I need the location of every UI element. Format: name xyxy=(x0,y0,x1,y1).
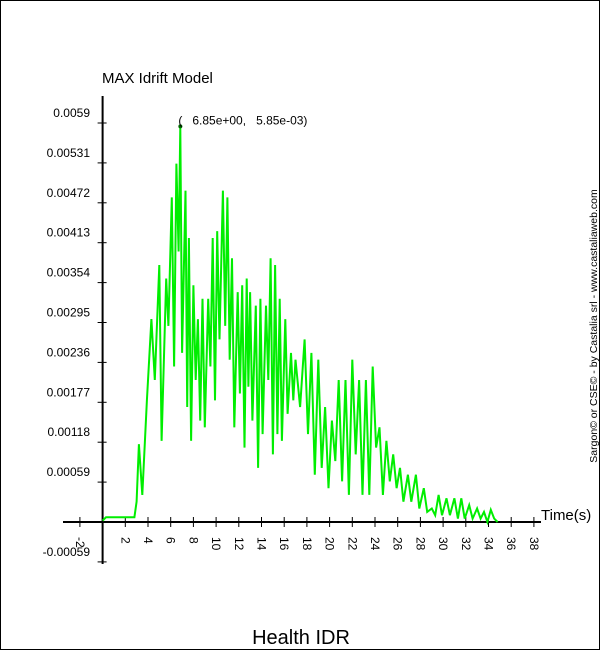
x-tick-label: 20 xyxy=(323,537,337,551)
x-tick-label: 6 xyxy=(164,537,178,544)
y-axis-label: MAX Idrift Model xyxy=(102,70,213,87)
y-tick-label: 0.00118 xyxy=(48,425,91,439)
x-tick-label: -2 xyxy=(73,537,87,548)
x-tick-label: 32 xyxy=(459,537,473,551)
x-tick-label: 18 xyxy=(300,537,314,551)
x-tick-label: 10 xyxy=(209,537,223,551)
peak-annotation: ( 6.85e+00, 5.85e-03) xyxy=(178,113,307,127)
x-tick-label: 4 xyxy=(141,537,155,544)
series-line-max-idrift xyxy=(101,126,499,526)
y-tick-label: 0.0059 xyxy=(53,106,90,120)
x-tick-label: 24 xyxy=(368,537,382,551)
x-axis-label: Time(s) xyxy=(541,507,591,524)
x-tick-label: 12 xyxy=(232,537,246,551)
x-tick-label: 2 xyxy=(118,537,132,544)
x-tick-label: 38 xyxy=(527,537,541,551)
y-tick-label: 0.00472 xyxy=(47,186,91,200)
peak-marker xyxy=(178,124,183,129)
y-tick-label: 0.00413 xyxy=(47,226,91,240)
credit-text: Sargon© or CSE© - by Castalia srl - www.… xyxy=(588,189,600,463)
y-tick-label: -0.00059 xyxy=(43,545,91,559)
x-tick-label: 22 xyxy=(345,537,359,551)
x-tick-label: 8 xyxy=(186,537,200,544)
x-tick-label: 26 xyxy=(391,537,405,551)
x-tick-label: 28 xyxy=(413,537,427,551)
x-tick-label: 16 xyxy=(277,537,291,551)
x-tick-label: 34 xyxy=(482,537,496,551)
x-tick-label: 30 xyxy=(436,537,450,551)
x-tick-label: 36 xyxy=(504,537,518,551)
chart-title: Health IDR xyxy=(252,627,350,649)
y-tick-label: 0.00295 xyxy=(47,306,91,320)
y-tick-label: 0.00059 xyxy=(47,465,91,479)
y-tick-label: 0.00236 xyxy=(47,345,91,359)
x-tick-label: 14 xyxy=(255,537,269,551)
y-tick-label: 0.00177 xyxy=(47,385,91,399)
y-tick-label: 0.00354 xyxy=(47,266,91,280)
y-tick-label: 0.00531 xyxy=(47,146,91,160)
